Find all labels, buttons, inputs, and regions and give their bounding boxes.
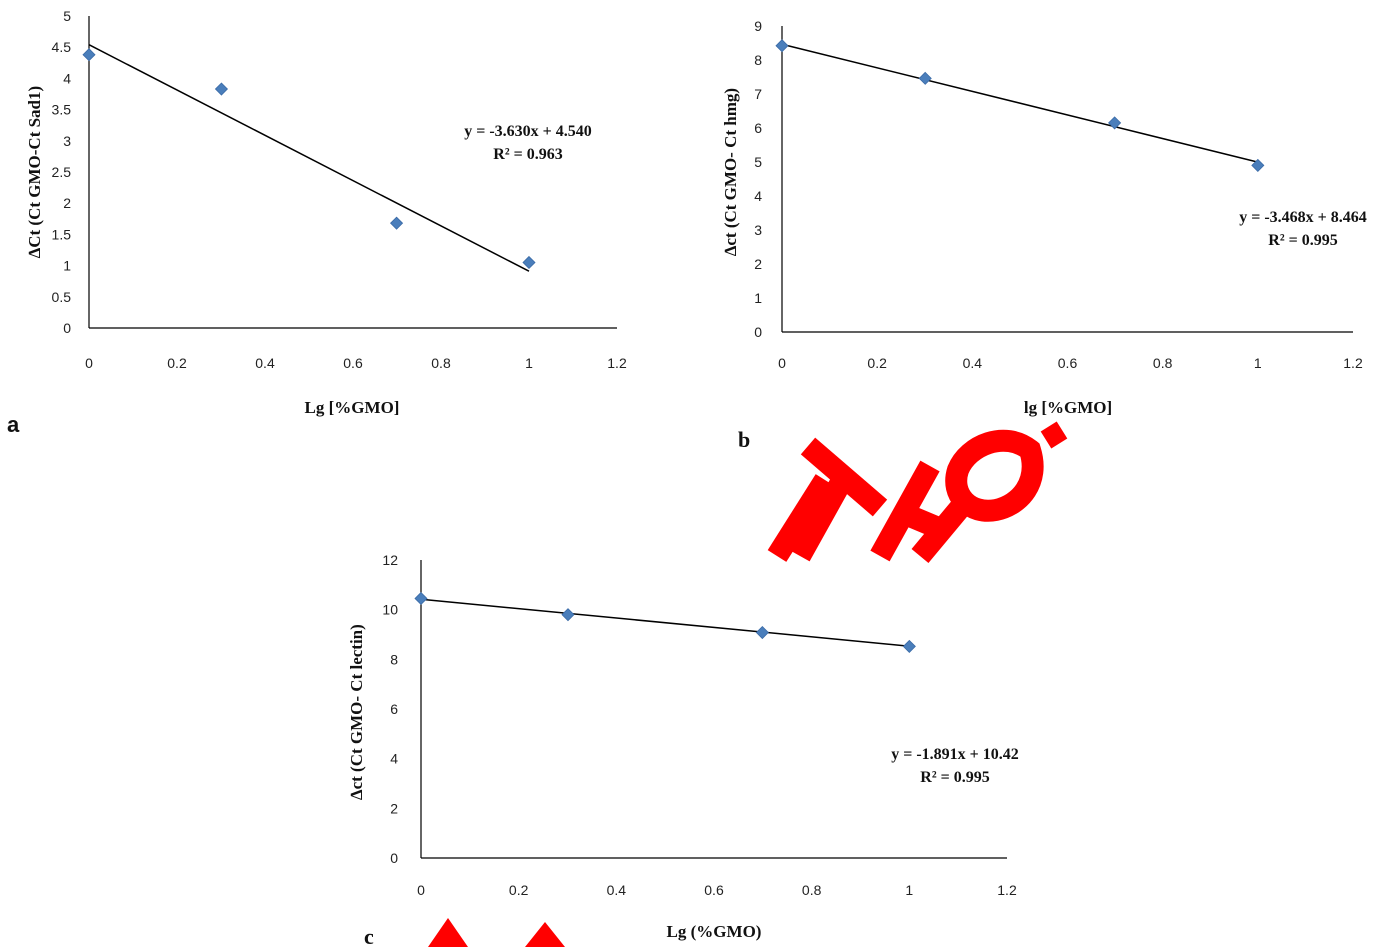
x-tick-label: 0.8 xyxy=(802,882,822,898)
data-point-marker xyxy=(775,39,789,53)
y-tick-label: 4 xyxy=(390,751,398,767)
x-tick-label: 1.2 xyxy=(997,882,1017,898)
x-tick-label: 0.6 xyxy=(343,355,363,371)
x-tick-label: 0.2 xyxy=(867,355,887,371)
y-tick-label: 1.5 xyxy=(52,226,72,242)
panel-label-a: a xyxy=(7,412,20,437)
watermark-stroke xyxy=(790,437,888,562)
y-axis-title-a: ∆Ct (Ct GMO-Ct Sad1) xyxy=(25,86,44,258)
data-point-marker xyxy=(1108,116,1122,130)
panel-label-c: c xyxy=(364,924,374,947)
plot-area-a: 0 0.2 0.4 0.6 0.8 1 1.2 0 0.5 1 1.5 2 2.5 3 3.5 4 4.5 5 xyxy=(52,8,627,371)
y-tick-label: 3 xyxy=(63,133,71,149)
y-tick-label: 9 xyxy=(754,18,762,34)
x-tick-label: 0 xyxy=(778,355,786,371)
watermark-stroke xyxy=(767,474,835,562)
data-point-marker xyxy=(522,255,536,270)
plot-area-b: 0 0.2 0.4 0.6 0.8 1 1.2 0 1 2 3 4 5 6 7 8 9 xyxy=(754,18,1363,371)
y-tick-label: 1 xyxy=(63,258,71,274)
y-tick-label: 4.5 xyxy=(52,39,72,55)
x-tick-label: 1 xyxy=(525,355,533,371)
y-tick-label: 3 xyxy=(754,222,762,238)
x-tick-label: 1 xyxy=(905,882,913,898)
trendline-equation-c: y = -1.891x + 10.42 xyxy=(891,746,1019,763)
x-tick-label: 0.8 xyxy=(431,355,451,371)
trendline xyxy=(781,43,1259,163)
x-axis-title-b: lg [%GMO] xyxy=(1024,398,1112,417)
trendline-equation-b: y = -3.468x + 8.464 xyxy=(1239,209,1367,226)
y-tick-label: 4 xyxy=(63,70,71,86)
x-axis-title-a: Lg [%GMO] xyxy=(305,398,400,417)
data-point-marker xyxy=(82,48,96,62)
r-squared-c: R² = 0.995 xyxy=(920,769,989,786)
x-tick-label: 0.2 xyxy=(167,355,187,371)
y-tick-label: 2 xyxy=(63,195,71,211)
x-axis-title-c: Lg (%GMO) xyxy=(667,922,762,941)
y-tick-label: 0 xyxy=(63,320,71,336)
data-point-marker xyxy=(214,82,229,96)
trendline xyxy=(420,598,910,647)
x-tick-label: 0.4 xyxy=(963,355,983,371)
watermark-graphic xyxy=(428,421,1068,947)
data-point-marker xyxy=(414,591,428,606)
x-tick-label: 0.8 xyxy=(1153,355,1173,371)
chart-panel-c: 0 0.2 0.4 0.6 0.8 1 1.2 0 2 4 6 8 10 12 Lg (%GMO) ∆ct… xyxy=(347,552,1019,947)
y-tick-label: 12 xyxy=(382,552,398,568)
y-tick-label: 0 xyxy=(390,850,398,866)
watermark-stroke xyxy=(870,460,974,564)
data-point-marker xyxy=(918,71,932,85)
data-point-marker xyxy=(1251,158,1265,172)
y-tick-label: 3.5 xyxy=(52,102,72,118)
y-tick-label: 5 xyxy=(63,8,71,24)
data-point-marker xyxy=(902,639,916,653)
trendline-equation-a: y = -3.630x + 4.540 xyxy=(464,123,592,140)
trendline xyxy=(88,44,530,272)
y-tick-label: 0 xyxy=(754,324,762,340)
y-tick-label: 4 xyxy=(754,188,762,204)
watermark-stroke xyxy=(428,918,565,947)
y-tick-label: 5 xyxy=(754,154,762,170)
y-tick-label: 0.5 xyxy=(52,289,72,305)
plot-area-c: 0 0.2 0.4 0.6 0.8 1 1.2 0 2 4 6 8 10 12 xyxy=(382,552,1017,898)
y-tick-label: 6 xyxy=(390,701,398,717)
x-tick-label: 0 xyxy=(85,355,93,371)
data-point-marker xyxy=(389,216,404,230)
y-axis-title-b: ∆ct (Ct GMO- Ct hmg) xyxy=(721,88,740,256)
chart-panel-a: 0 0.2 0.4 0.6 0.8 1 1.2 0 0.5 1 1.5 2 2.5 3 3.5 4 4.5 5 L… xyxy=(7,8,627,437)
data-point-marker xyxy=(561,608,575,622)
r-squared-a: R² = 0.963 xyxy=(493,146,562,163)
y-tick-label: 2.5 xyxy=(52,164,72,180)
watermark-stroke xyxy=(1040,421,1068,449)
y-tick-label: 2 xyxy=(390,800,398,816)
y-tick-label: 6 xyxy=(754,120,762,136)
panel-label-b: b xyxy=(738,427,750,452)
y-tick-label: 10 xyxy=(382,602,398,618)
x-tick-label: 1.2 xyxy=(607,355,627,371)
y-axis-title-c: ∆ct (Ct GMO- Ct lectin) xyxy=(347,624,366,800)
y-tick-label: 1 xyxy=(754,290,762,306)
data-point-marker xyxy=(755,625,769,640)
r-squared-b: R² = 0.995 xyxy=(1268,232,1337,249)
watermark-stroke xyxy=(945,429,1044,522)
y-tick-label: 8 xyxy=(390,651,398,667)
x-tick-label: 1.2 xyxy=(1343,355,1363,371)
x-tick-label: 0.6 xyxy=(704,882,724,898)
y-tick-label: 7 xyxy=(754,86,762,102)
y-tick-label: 8 xyxy=(754,52,762,68)
y-tick-label: 2 xyxy=(754,256,762,272)
chart-panel-b: 0 0.2 0.4 0.6 0.8 1 1.2 0 1 2 3 4 5 6 7 8 9 lg [%GMO] ∆c… xyxy=(721,18,1367,452)
x-tick-label: 0.6 xyxy=(1058,355,1078,371)
x-tick-label: 0.2 xyxy=(509,882,529,898)
x-tick-label: 0.4 xyxy=(607,882,627,898)
x-tick-label: 1 xyxy=(1254,355,1262,371)
x-tick-label: 0.4 xyxy=(255,355,275,371)
x-tick-label: 0 xyxy=(417,882,425,898)
